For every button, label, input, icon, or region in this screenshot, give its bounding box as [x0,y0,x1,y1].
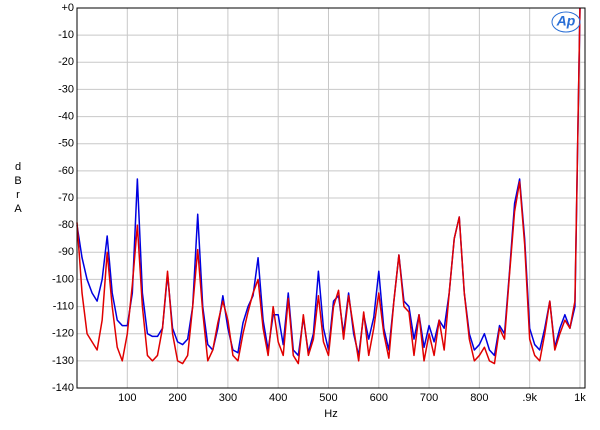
y-tick-label: -20 [58,56,74,68]
x-tick-label: 600 [370,392,388,404]
series-line [76,7,581,365]
x-tick-label: 700 [420,392,438,404]
x-tick-label: 200 [168,392,186,404]
y-tick-label: -30 [58,83,74,95]
y-tick-label: -100 [52,273,74,285]
y-tick-label: -120 [52,328,74,340]
logo: Ap [556,13,576,29]
x-tick-label: 1k [574,392,586,404]
x-tick-label: 100 [118,392,136,404]
y-tick-label: -40 [58,110,74,122]
y-tick-label: -140 [52,382,74,394]
x-tick-label: 400 [269,392,287,404]
x-tick-label: 500 [319,392,337,404]
x-tick-label: .9k [522,392,537,404]
y-tick-label: -10 [58,29,74,41]
logo-ring [551,11,581,33]
y-tick-label: -110 [53,300,74,312]
y-tick-label: -80 [58,219,74,231]
y-tick-label: -50 [58,138,74,150]
x-axis-label: Hz [324,408,337,420]
plot-frame [76,7,586,389]
y-axis-label: dBr A [14,161,23,215]
y-tick-label: -70 [58,192,74,204]
lines [76,7,581,365]
y-tick-label: -60 [58,165,74,177]
x-tick-label: 300 [219,392,237,404]
x-tick-label: 800 [470,392,488,404]
y-tick-label: -90 [58,246,74,258]
y-tick-label: -130 [52,355,74,367]
y-tick-label: +0 [61,2,74,14]
